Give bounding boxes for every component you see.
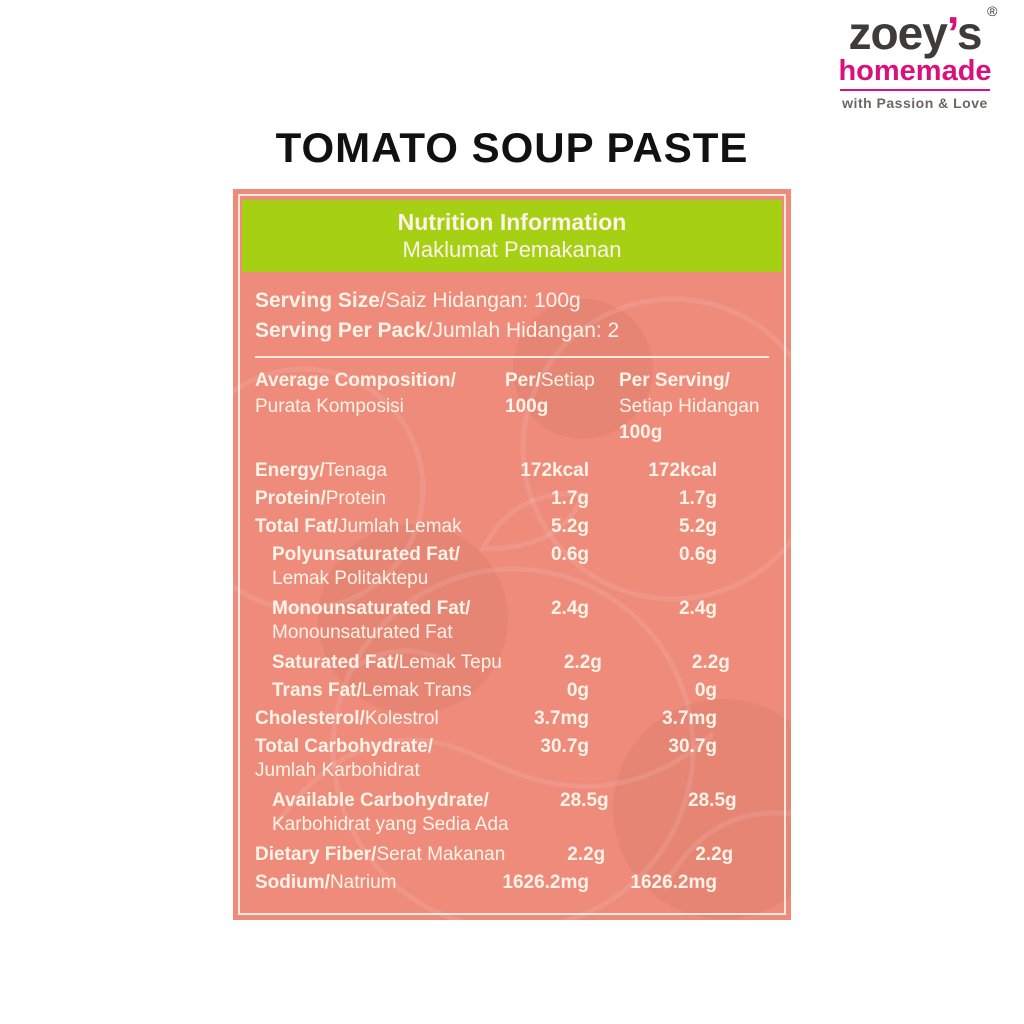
brand-name: zoey’s ® <box>848 4 998 59</box>
value-per-100g: 0g <box>566 680 589 701</box>
value-per-100g: 2.4g <box>550 598 589 619</box>
nutrient-name: Trans Fat/Lemak Trans <box>272 680 472 701</box>
nutrition-label: Nutrition Information Maklumat Pemakanan… <box>233 189 791 920</box>
nutrient-name: Polyunsaturated Fat/Lemak Politaktepu <box>272 544 460 589</box>
value-per-100g: 2.2g <box>567 844 606 865</box>
brand-logo: zoey’s ® homemade with Passion & Love <box>820 4 1010 112</box>
nutrient-name: Cholesterol/Kolestrol <box>255 708 439 729</box>
value-per-100g: 172kcal <box>520 460 589 481</box>
brand-subtitle: homemade <box>838 55 992 87</box>
serving-size-line: Serving Size/Saiz Hidangan: 100g <box>255 289 581 312</box>
value-per-100g: 1.7g <box>550 488 589 509</box>
value-per-100g: 30.7g <box>540 736 589 757</box>
serving-info: Serving Size/Saiz Hidangan: 100g Serving… <box>255 286 769 346</box>
table-header-row: Average Composition/ Purata Komposisi Pe… <box>255 368 769 446</box>
nutrient-name: Energy/Tenaga <box>255 460 388 481</box>
nutrient-table: Energy/Tenaga 172kcal 172kcal Protein/Pr… <box>255 458 769 896</box>
nutrient-name: Protein/Protein <box>255 488 386 509</box>
value-per-serving: 2.2g <box>691 652 730 673</box>
value-per-serving: 172kcal <box>648 460 717 481</box>
brand-tagline: with Passion & Love <box>842 95 988 112</box>
brand-name-pre: zoey <box>848 7 948 59</box>
value-per-100g: 0.6g <box>550 544 589 565</box>
column-header-composition: Average Composition/ Purata Komposisi <box>255 370 456 417</box>
value-per-serving: 28.5g <box>688 790 737 811</box>
registered-trademark-icon: ® <box>987 3 998 19</box>
nutrient-name: Saturated Fat/Lemak Tepu <box>272 652 502 673</box>
nutrient-row: Protein/Protein 1.7g 1.7g <box>255 486 769 512</box>
value-per-serving: 1626.2mg <box>630 872 717 893</box>
section-divider <box>255 356 769 358</box>
value-per-serving: 2.4g <box>678 598 717 619</box>
value-per-100g: 2.2g <box>563 652 602 673</box>
brand-underline <box>840 89 990 92</box>
nutrient-row: Energy/Tenaga 172kcal 172kcal <box>255 458 769 484</box>
brand-name-post: s <box>956 7 983 59</box>
nutrition-header-english: Nutrition Information <box>397 209 627 236</box>
nutrient-row: Polyunsaturated Fat/Lemak Politaktepu 0.… <box>255 542 769 589</box>
value-per-100g: 1626.2mg <box>502 872 589 893</box>
value-per-100g: 28.5g <box>560 790 609 811</box>
nutrient-name: Dietary Fiber/Serat Makanan <box>255 844 506 865</box>
nutrient-row: Monounsaturated Fat/Monounsaturated Fat … <box>255 596 769 643</box>
product-title: TOMATO SOUP PASTE <box>275 124 749 171</box>
column-header-per-serving: Per Serving/ Setiap Hidangan 100g <box>619 370 760 443</box>
value-per-100g: 5.2g <box>550 516 589 537</box>
value-per-100g: 3.7mg <box>534 708 589 729</box>
nutrition-header-malay: Maklumat Pemakanan <box>402 237 622 263</box>
value-per-serving: 0.6g <box>678 544 717 565</box>
value-per-serving: 5.2g <box>678 516 717 537</box>
nutrient-row: Cholesterol/Kolestrol 3.7mg 3.7mg <box>255 706 769 732</box>
nutrient-row: Trans Fat/Lemak Trans 0g 0g <box>255 678 769 704</box>
tomato-watermark-pattern <box>233 296 791 920</box>
nutrient-row: Dietary Fiber/Serat Makanan 2.2g 2.2g <box>255 842 769 868</box>
value-per-serving: 0g <box>694 680 717 701</box>
value-per-serving: 2.2g <box>695 844 734 865</box>
nutrient-name: Monounsaturated Fat/Monounsaturated Fat <box>272 598 471 643</box>
nutrient-row: Sodium/Natrium 1626.2mg 1626.2mg <box>255 870 769 896</box>
nutrient-name: Total Fat/Jumlah Lemak <box>255 516 462 537</box>
nutrient-row: Available Carbohydrate/Karbohidrat yang … <box>255 788 769 835</box>
value-per-serving: 3.7mg <box>662 708 717 729</box>
serving-per-pack-line: Serving Per Pack/Jumlah Hidangan: 2 <box>255 319 620 342</box>
brand-apostrophe: ’ <box>946 7 958 59</box>
value-per-serving: 1.7g <box>678 488 717 509</box>
value-per-serving: 30.7g <box>668 736 717 757</box>
nutrient-row: Total Fat/Jumlah Lemak 5.2g 5.2g <box>255 514 769 540</box>
nutrition-header: Nutrition Information Maklumat Pemakanan <box>242 200 782 272</box>
nutrient-row: Saturated Fat/Lemak Tepu 2.2g 2.2g <box>255 650 769 676</box>
nutrient-name: Sodium/Natrium <box>255 872 397 893</box>
nutrient-row: Total Carbohydrate/Jumlah Karbohidrat 30… <box>255 734 769 781</box>
column-header-per-100g: Per/Setiap 100g <box>505 370 595 417</box>
nutrient-name: Total Carbohydrate/Jumlah Karbohidrat <box>255 736 434 781</box>
nutrient-name: Available Carbohydrate/Karbohidrat yang … <box>272 790 509 835</box>
